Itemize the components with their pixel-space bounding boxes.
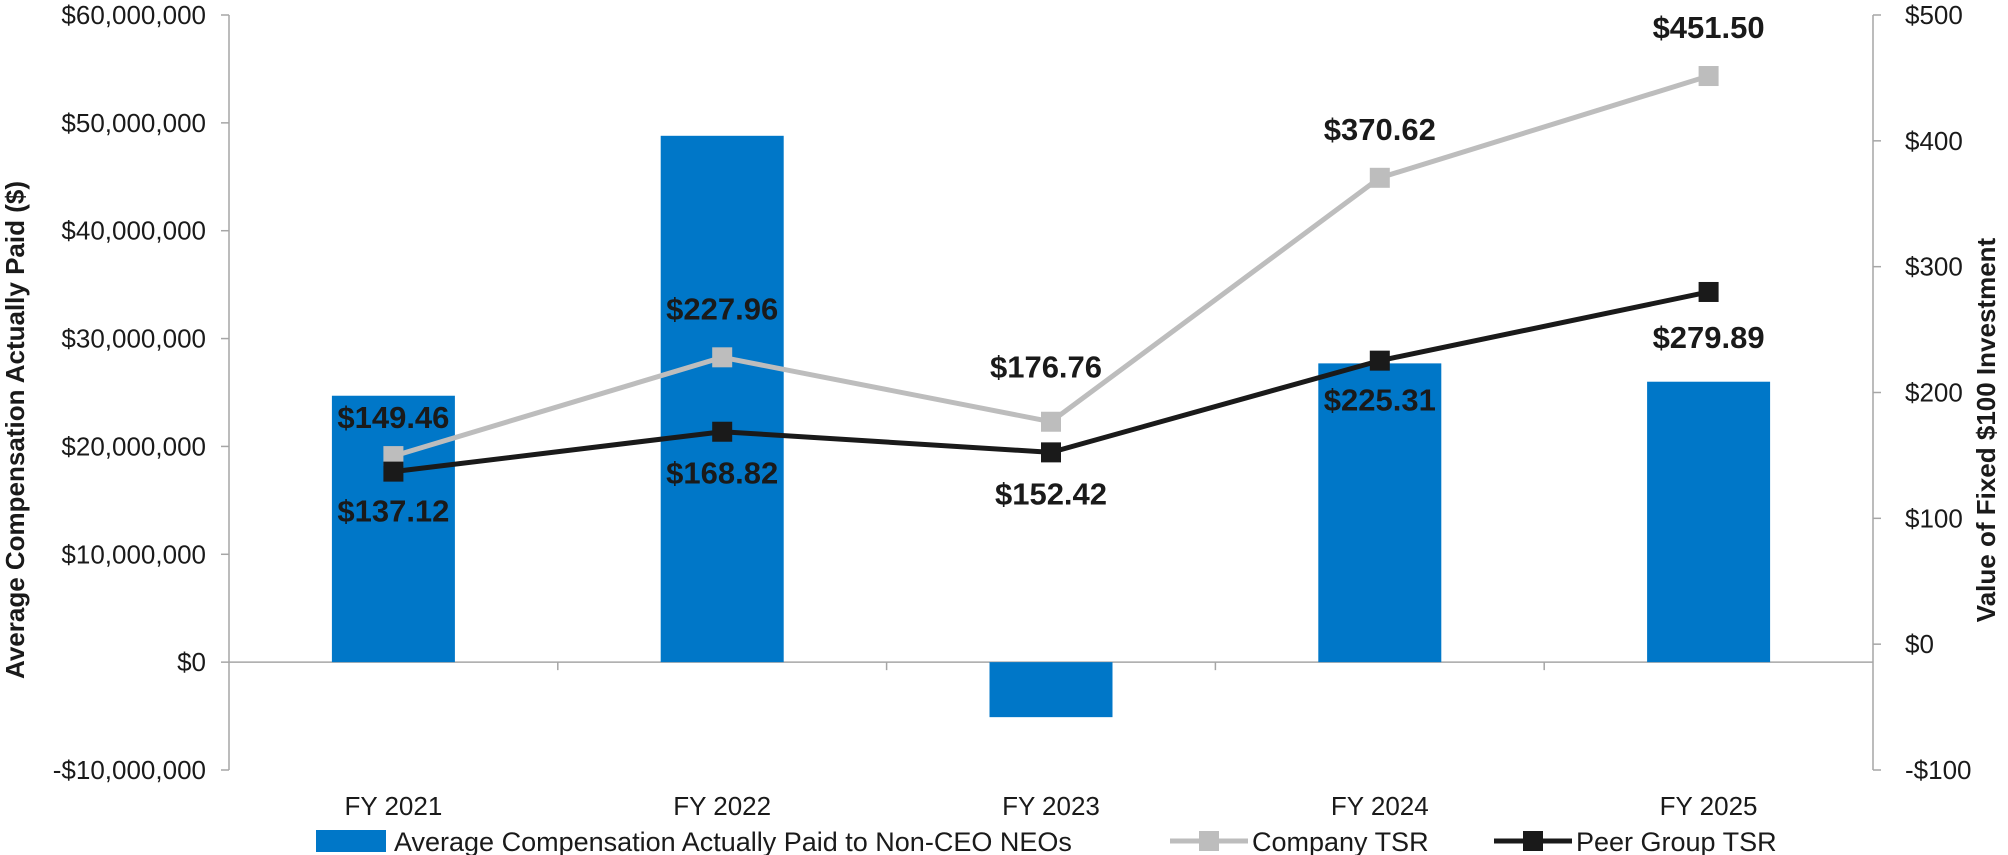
x-tick-label: FY 2023 — [1002, 791, 1100, 821]
right-axis-tick-label: $300 — [1905, 252, 1963, 282]
peer-group-tsr-data-label: $279.89 — [1653, 320, 1765, 355]
legend-peer-group-tsr-marker — [1523, 831, 1543, 851]
legend-company-tsr-marker — [1199, 831, 1219, 851]
right-axis-tick-label: $100 — [1905, 503, 1963, 533]
company-tsr-marker — [712, 347, 733, 368]
company-tsr-marker — [1369, 167, 1390, 188]
company-tsr-marker — [1698, 66, 1719, 87]
bar — [1318, 363, 1442, 663]
left-axis-tick-label: $0 — [177, 647, 206, 677]
right-axis-tick-label: $0 — [1905, 629, 1934, 659]
right-axis-tick-label: $500 — [1905, 0, 1963, 30]
left-axis-tick-label: $20,000,000 — [61, 431, 206, 461]
left-axis-tick-label: $60,000,000 — [61, 0, 206, 30]
company-tsr-data-label: $149.46 — [337, 400, 449, 435]
legend: Average Compensation Actually Paid to No… — [316, 827, 1777, 855]
company-tsr-data-label: $176.76 — [990, 350, 1102, 385]
company-tsr-marker — [383, 446, 404, 467]
x-tick-label: FY 2025 — [1660, 791, 1758, 821]
right-axis-tick-label: -$100 — [1905, 755, 1972, 785]
peer-group-tsr-data-label: $137.12 — [337, 494, 449, 529]
x-tick-label: FY 2022 — [673, 791, 771, 821]
peer-group-tsr-marker — [383, 461, 404, 482]
company-tsr-data-label: $370.62 — [1324, 112, 1436, 147]
bar — [660, 135, 784, 663]
bar — [989, 662, 1113, 718]
right-axis-tick-label: $400 — [1905, 126, 1963, 156]
company-tsr-line — [392, 73, 1710, 459]
left-axis-title: Average Compensation Actually Paid ($) — [0, 181, 30, 679]
bar — [1647, 381, 1771, 663]
bars — [331, 135, 1771, 718]
company-tsr-marker — [1041, 411, 1061, 432]
company-tsr-data-label: $227.96 — [666, 291, 778, 326]
legend-bar-swatch — [316, 830, 386, 852]
company-tsr-data-label: $451.50 — [1653, 10, 1765, 45]
left-axis-tick-label: $30,000,000 — [61, 324, 206, 354]
legend-bar-label: Average Compensation Actually Paid to No… — [394, 827, 1072, 855]
legend-company-tsr-label: Company TSR — [1252, 827, 1429, 855]
axes: $60,000,000 $50,000,000 $40,000,000 $30,000… — [53, 0, 1972, 821]
x-tick-label: FY 2024 — [1331, 791, 1429, 821]
left-axis-tick-label: $10,000,000 — [61, 539, 206, 569]
peer-group-tsr-marker — [1698, 281, 1719, 302]
peer-group-tsr-data-label: $168.82 — [666, 456, 778, 491]
peer-group-tsr-data-label: $225.31 — [1324, 383, 1436, 418]
legend-peer-group-tsr-label: Peer Group TSR — [1576, 827, 1777, 855]
bar — [331, 395, 455, 663]
peer-group-tsr-marker — [712, 421, 733, 442]
left-axis-tick-label: $50,000,000 — [61, 108, 206, 138]
peer-group-tsr-marker — [1041, 442, 1061, 463]
right-axis-tick-label: $200 — [1905, 378, 1963, 408]
left-axis-tick-label: -$10,000,000 — [53, 755, 206, 785]
right-axis-title: Value of Fixed $100 Investment — [1971, 237, 2001, 622]
data-labels: $149.46 $227.96 $176.76 $370.62 $451.50 $137.… — [337, 10, 1764, 529]
peer-group-tsr-data-label: $152.42 — [995, 476, 1107, 511]
peer-group-tsr-marker — [1369, 350, 1390, 371]
lines — [383, 66, 1719, 482]
left-axis-tick-label: $40,000,000 — [61, 216, 206, 246]
x-tick-label: FY 2021 — [344, 791, 442, 821]
